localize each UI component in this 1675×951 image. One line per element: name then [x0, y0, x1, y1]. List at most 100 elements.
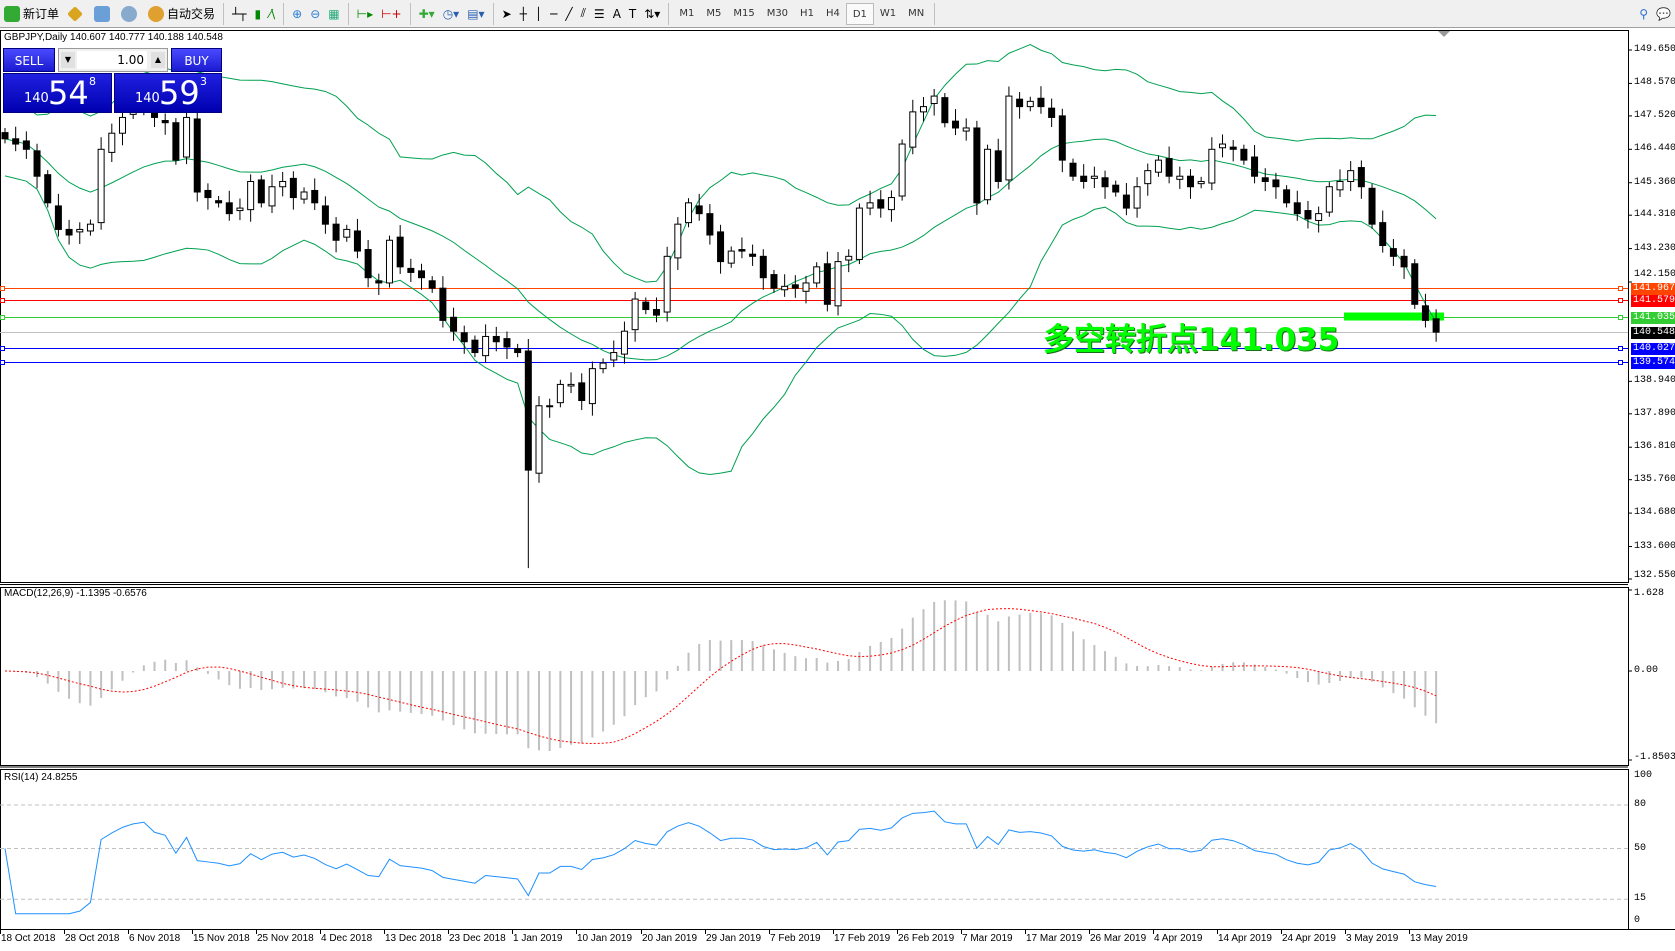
text-label-tool[interactable]: T: [628, 6, 637, 21]
level-handle: [1618, 298, 1623, 303]
buy-price-prefix: 140: [135, 91, 160, 106]
new-order-button[interactable]: 新订单: [0, 2, 63, 26]
lot-input[interactable]: 1.00: [77, 51, 147, 69]
chart-shift-button[interactable]: ⊢+: [381, 6, 402, 21]
timeframe-bar: M1 M5 M15 M30 H1 H4 D1 W1 MN: [673, 2, 930, 25]
timeframe-h1[interactable]: H1: [800, 7, 814, 19]
candle: [236, 207, 244, 212]
timeframe-w1[interactable]: W1: [879, 7, 897, 19]
timeframe-h4[interactable]: H4: [825, 7, 840, 19]
price-tick-label: 149.650: [1634, 44, 1675, 55]
candlestick-button[interactable]: ▮: [254, 6, 262, 21]
price-tick-label: 132.550: [1634, 570, 1675, 581]
panel-frame: [0, 30, 1629, 583]
vertical-line-tool[interactable]: │: [534, 6, 543, 21]
candle: [1379, 222, 1387, 247]
lot-stepper[interactable]: ▼ 1.00 ▲: [58, 48, 168, 72]
candle: [450, 316, 458, 332]
timeframe-m30[interactable]: M30: [766, 7, 789, 19]
candle: [1, 132, 9, 140]
auto-scroll-button[interactable]: ⊢▸: [356, 6, 374, 21]
buy-button[interactable]: BUY: [171, 48, 222, 72]
candle: [396, 236, 404, 268]
signals-button[interactable]: [117, 2, 144, 26]
indicators-button[interactable]: ✚▾: [418, 6, 435, 21]
date-label: 17 Mar 2019: [1026, 933, 1083, 944]
auto-trading-button[interactable]: 自动交易: [144, 2, 219, 26]
candle: [1165, 158, 1173, 177]
candle: [834, 261, 842, 307]
candle: [727, 250, 735, 264]
candle: [1261, 177, 1269, 182]
candle: [567, 383, 575, 387]
candle: [204, 189, 212, 199]
channel-tool[interactable]: ⫽: [580, 6, 586, 20]
candle: [738, 249, 746, 252]
candle: [1368, 187, 1376, 225]
rsi-line: [4, 810, 1437, 915]
price-tick-label: 143.230: [1634, 242, 1675, 254]
rsi-tick-label: 100: [1634, 770, 1653, 781]
candle: [12, 138, 20, 145]
text-tool[interactable]: A: [612, 6, 621, 21]
tile-windows-button[interactable]: ▦: [328, 6, 340, 21]
templates-button[interactable]: ▤▾: [467, 6, 485, 21]
candle: [183, 116, 191, 158]
buy-price[interactable]: 140 59 3: [114, 73, 222, 113]
navigator-button[interactable]: [90, 2, 117, 26]
candle: [546, 405, 554, 408]
toolbar: 新订单 自动交易 ┴┬ ▮ ⁄\ ⊕ ⊖ ▦ ⊢▸ ⊢+ ✚▾ ◷▾ ▤▾ ➤ …: [0, 0, 1675, 28]
search-icon[interactable]: ⚲: [1639, 6, 1649, 21]
date-label: 17 Feb 2019: [834, 933, 891, 944]
timeframe-m15[interactable]: M15: [733, 7, 755, 19]
candle: [225, 202, 233, 215]
symbol-info: GBPJPY,Daily 140.607 140.777 140.188 140…: [4, 32, 223, 43]
candle: [952, 120, 960, 129]
price-tick-label: 137.890: [1634, 407, 1675, 419]
candle: [1090, 175, 1098, 179]
timeframe-m5[interactable]: M5: [706, 7, 722, 19]
chart-shift-marker: [1438, 31, 1450, 37]
candle: [118, 116, 126, 134]
sell-price-pip: 8: [89, 75, 96, 88]
candle: [54, 205, 62, 230]
candle: [215, 200, 223, 204]
periods-button[interactable]: ◷▾: [442, 6, 460, 21]
candle: [556, 383, 564, 404]
date-label: 4 Apr 2019: [1154, 933, 1203, 944]
cursor-tool[interactable]: ➤: [501, 6, 512, 21]
chat-icon[interactable]: 💬: [1656, 6, 1671, 21]
candle: [44, 174, 52, 204]
candle: [172, 122, 180, 161]
horizontal-line-tool[interactable]: ─: [550, 6, 558, 21]
candle: [407, 267, 415, 273]
candle: [439, 287, 447, 321]
sell-button[interactable]: SELL: [3, 48, 55, 72]
timeframe-mn[interactable]: MN: [908, 7, 925, 19]
bar-chart-button[interactable]: ┴┬: [232, 6, 247, 21]
new-order-label: 新订单: [23, 7, 60, 21]
timeframe-d1[interactable]: D1: [845, 2, 874, 25]
candle: [428, 280, 436, 289]
fibonacci-tool[interactable]: ☰: [593, 6, 605, 21]
line-chart-button[interactable]: ⁄\: [269, 6, 276, 21]
candle: [781, 285, 789, 291]
candle: [1080, 175, 1088, 182]
date-label: 26 Mar 2019: [1090, 933, 1147, 944]
zoom-out-button[interactable]: ⊖: [310, 6, 321, 21]
price-tick-label: 147.520: [1634, 109, 1675, 121]
candle: [524, 350, 532, 471]
sell-price[interactable]: 140 54 8: [3, 73, 112, 113]
lot-decrease-icon[interactable]: ▼: [61, 52, 75, 68]
trendline-tool[interactable]: ╱: [565, 6, 573, 21]
timeframe-m1[interactable]: M1: [679, 7, 695, 19]
candle: [663, 255, 671, 313]
candle: [161, 120, 169, 124]
crosshair-tool[interactable]: ┼: [519, 6, 527, 21]
candle: [877, 199, 885, 209]
lot-increase-icon[interactable]: ▲: [151, 52, 165, 68]
candle: [994, 150, 1002, 182]
zoom-in-button[interactable]: ⊕: [292, 6, 303, 21]
arrows-tool[interactable]: ⇅▾: [644, 6, 661, 21]
